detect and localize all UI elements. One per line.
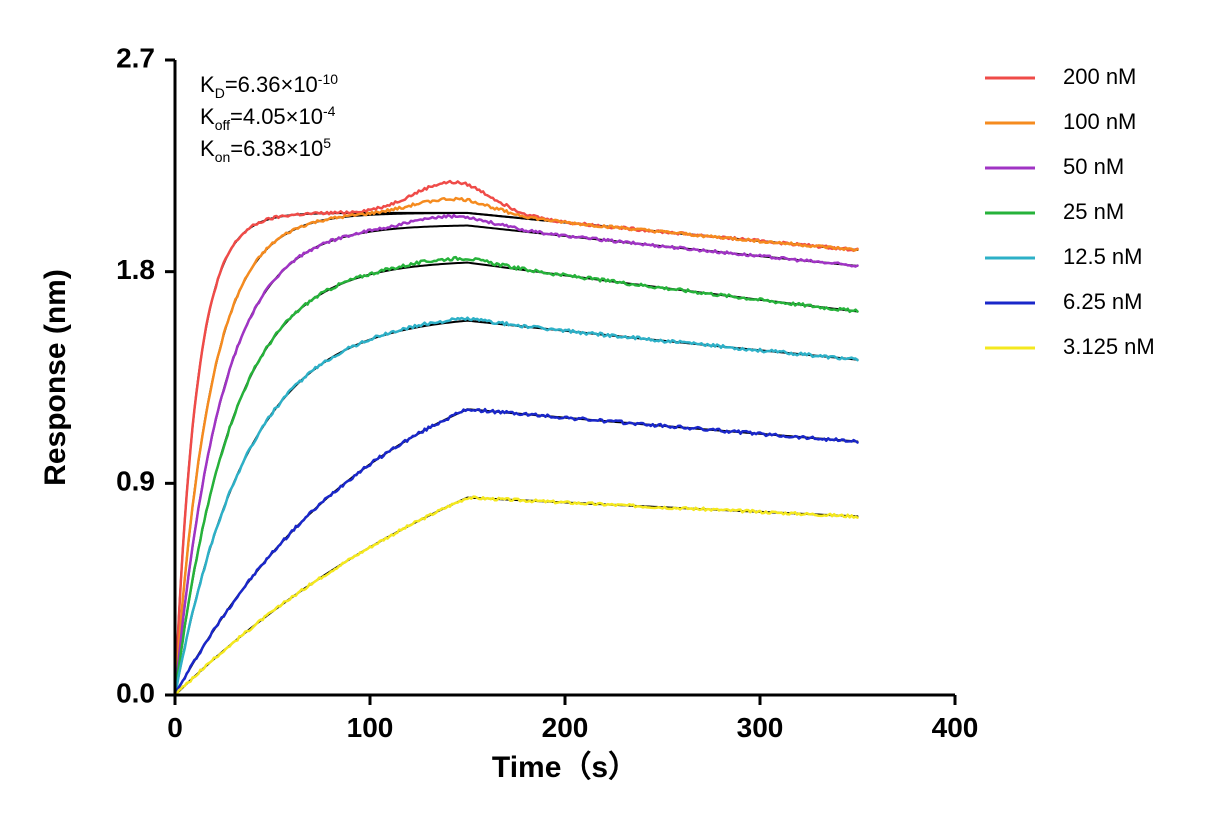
chart-svg: 0 100 200 300 400 0.0 0.9 1.8 2.7 Time（s） Response… [0,0,1231,825]
binding-kinetics-chart: 0 100 200 300 400 0.0 0.9 1.8 2.7 Time（s） Response… [0,0,1231,825]
legend-label: 3.125 nM [1063,334,1155,359]
legend-label: 12.5 nM [1063,244,1143,269]
legend-label: 25 nM [1063,199,1124,224]
chart-background [0,0,1231,825]
y-axis-label: Response (nm) [39,269,72,486]
legend-label: 200 nM [1063,64,1136,89]
y-tick-label: 1.8 [116,254,155,285]
x-tick-label: 0 [167,712,183,743]
x-tick-label: 400 [932,712,979,743]
y-tick-label: 2.7 [116,42,155,73]
x-tick-label: 100 [347,712,394,743]
x-tick-label: 300 [737,712,784,743]
x-tick-label: 200 [542,712,589,743]
legend-label: 50 nM [1063,154,1124,179]
y-tick-label: 0.0 [116,677,155,708]
y-tick-label: 0.9 [116,466,155,497]
legend-label: 6.25 nM [1063,289,1143,314]
x-axis-label: Time（s） [492,750,638,784]
legend-label: 100 nM [1063,109,1136,134]
